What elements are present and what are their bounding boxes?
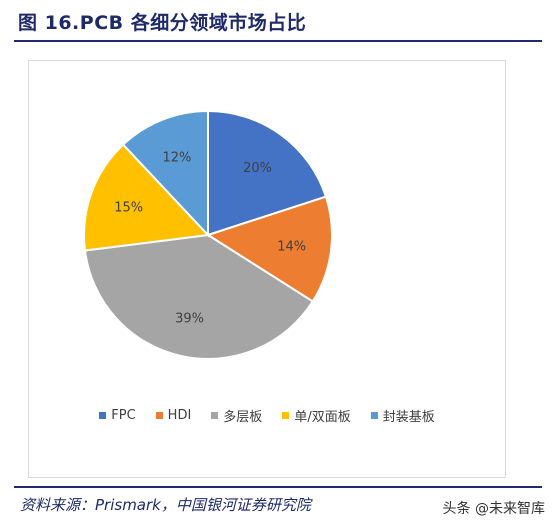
slice-label-3: 15% <box>114 200 143 215</box>
watermark: 头条 @未来智库 <box>442 501 545 517</box>
legend-item-3: 单/双面板 <box>282 406 351 425</box>
legend-item-0: FPC <box>99 408 136 423</box>
legend-item-1: HDI <box>155 408 192 423</box>
legend-label-0: FPC <box>111 408 136 423</box>
slice-label-2: 39% <box>175 311 204 326</box>
legend-label-3: 单/双面板 <box>294 410 351 425</box>
pie-chart: 20% 14% 39% 15% 12% <box>83 109 333 360</box>
source-note: 资料来源：Prismark，中国银河证券研究院 <box>20 496 311 514</box>
pie-slice-2 <box>83 233 315 360</box>
slice-label-0: 20% <box>243 161 272 176</box>
legend-swatch-3 <box>282 412 290 419</box>
pie-slice-4 <box>121 109 209 238</box>
legend-label-2: 多层板 <box>223 410 263 425</box>
pie-slice-3 <box>83 143 211 252</box>
legend-item-2: 多层板 <box>211 406 262 425</box>
legend-swatch-0 <box>99 412 107 419</box>
legend-label-4: 封装基板 <box>382 410 435 425</box>
footer-divider <box>14 486 542 488</box>
chart-legend: FPC HDI 多层板 单/双面板 封装基板 <box>29 406 505 425</box>
legend-item-4: 封装基板 <box>370 406 435 425</box>
title-divider <box>14 40 542 42</box>
slice-label-1: 14% <box>277 240 306 255</box>
slice-label-4: 12% <box>163 151 192 166</box>
chart-frame: 20% 14% 39% 15% 12% FPC HDI 多层板 单/双面板 封装基板 <box>28 60 506 478</box>
page-title: 图 16.PCB 各细分领域市场占比 <box>18 12 307 34</box>
legend-swatch-2 <box>211 412 219 419</box>
legend-swatch-1 <box>155 412 163 419</box>
legend-swatch-4 <box>370 412 378 419</box>
legend-label-1: HDI <box>167 408 192 423</box>
pie-slice-0 <box>207 109 328 237</box>
pie-slice-1 <box>205 195 333 303</box>
